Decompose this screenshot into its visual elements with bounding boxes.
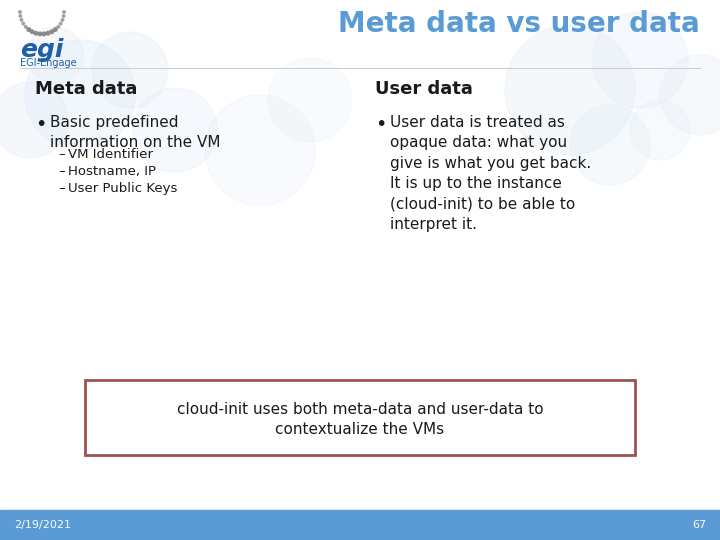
Circle shape xyxy=(20,19,23,21)
Circle shape xyxy=(505,25,635,155)
Text: User Public Keys: User Public Keys xyxy=(68,182,177,195)
Circle shape xyxy=(50,30,53,33)
Circle shape xyxy=(42,32,46,36)
Circle shape xyxy=(592,12,688,108)
Circle shape xyxy=(27,28,30,31)
Circle shape xyxy=(24,25,27,28)
Text: cloud-init uses both meta-data and user-data to: cloud-init uses both meta-data and user-… xyxy=(176,402,544,417)
Text: •: • xyxy=(35,115,46,134)
Text: contextualize the VMs: contextualize the VMs xyxy=(276,422,444,437)
Text: VM Identifier: VM Identifier xyxy=(68,148,153,161)
Circle shape xyxy=(27,27,83,83)
Text: Basic predefined
information on the VM: Basic predefined information on the VM xyxy=(50,115,220,151)
Circle shape xyxy=(205,95,315,205)
Text: egi: egi xyxy=(20,38,63,62)
Circle shape xyxy=(38,32,42,36)
Circle shape xyxy=(63,11,66,14)
Text: •: • xyxy=(375,115,387,134)
Text: 67: 67 xyxy=(692,520,706,530)
Circle shape xyxy=(268,58,352,142)
Circle shape xyxy=(570,105,650,185)
Text: User data: User data xyxy=(375,80,473,98)
Circle shape xyxy=(0,82,68,158)
FancyBboxPatch shape xyxy=(85,380,635,455)
Circle shape xyxy=(19,15,22,17)
Circle shape xyxy=(133,88,217,172)
Text: Hostname, IP: Hostname, IP xyxy=(68,165,156,178)
Text: –: – xyxy=(58,182,65,195)
Text: Meta data: Meta data xyxy=(35,80,138,98)
Circle shape xyxy=(46,31,50,35)
Circle shape xyxy=(57,25,60,28)
Text: 2/19/2021: 2/19/2021 xyxy=(14,520,71,530)
Text: –: – xyxy=(58,165,65,178)
Circle shape xyxy=(60,22,62,25)
Circle shape xyxy=(25,40,135,150)
Text: Meta data vs user data: Meta data vs user data xyxy=(338,10,700,38)
Circle shape xyxy=(19,11,22,14)
Circle shape xyxy=(92,32,168,108)
Circle shape xyxy=(660,55,720,135)
Circle shape xyxy=(30,30,34,33)
Text: User data is treated as
opaque data: what you
give is what you get back.
It is u: User data is treated as opaque data: wha… xyxy=(390,115,591,232)
Text: –: – xyxy=(58,148,65,161)
Circle shape xyxy=(22,22,24,25)
Circle shape xyxy=(34,31,37,35)
Circle shape xyxy=(53,28,57,31)
Circle shape xyxy=(63,15,65,17)
Text: EGI-Engage: EGI-Engage xyxy=(20,58,76,68)
Circle shape xyxy=(630,100,690,160)
Circle shape xyxy=(61,19,64,21)
Bar xyxy=(0,510,720,540)
